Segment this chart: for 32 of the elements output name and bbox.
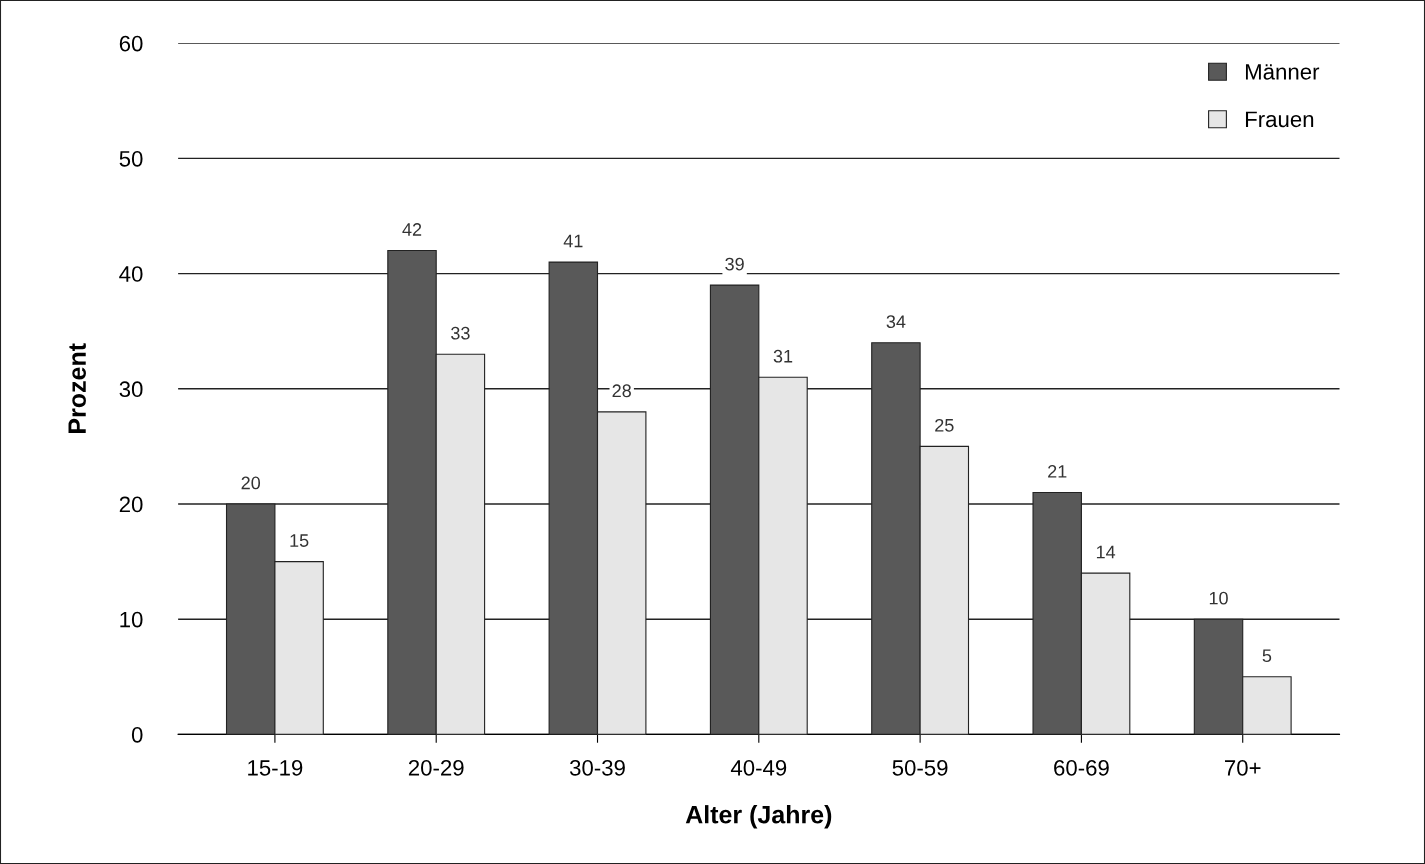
y-tick-label: 20 xyxy=(119,496,143,513)
y-tick-label: 10 xyxy=(120,611,143,628)
legend-label: Männer xyxy=(1245,64,1320,80)
x-tick-label: 20-29 xyxy=(408,759,464,776)
data-label: 14 xyxy=(1096,545,1116,559)
x-tick-label: 70+ xyxy=(1225,759,1261,776)
data-label: 33 xyxy=(451,326,470,340)
data-label: 39 xyxy=(725,257,744,271)
x-tick-label: 40-49 xyxy=(730,759,787,776)
data-label: 28 xyxy=(612,384,631,398)
y-tick-label: 30 xyxy=(119,381,143,398)
y-axis-title: Prozent xyxy=(68,343,86,433)
x-tick-label: 15-19 xyxy=(248,759,303,776)
data-label: 20 xyxy=(241,476,261,490)
x-axis-title: Alter (Jahre) xyxy=(685,805,832,829)
y-tick-label: 40 xyxy=(119,266,143,282)
data-label: 25 xyxy=(935,418,954,432)
data-label: 21 xyxy=(1048,465,1067,478)
data-label: 42 xyxy=(402,223,422,236)
data-label: 41 xyxy=(563,234,583,248)
data-label: 5 xyxy=(1262,649,1272,663)
legend-label: Frauen xyxy=(1245,111,1314,128)
data-label: 31 xyxy=(773,349,793,363)
y-tick-label: 50 xyxy=(119,150,143,167)
x-tick-label: 60-69 xyxy=(1054,759,1109,776)
x-tick-label: 50-59 xyxy=(892,759,948,776)
y-tick-label: 0 xyxy=(131,726,143,743)
data-label: 34 xyxy=(886,315,906,329)
x-tick-label: 30-39 xyxy=(569,759,625,776)
data-label: 10 xyxy=(1209,591,1228,605)
data-label: 15 xyxy=(290,534,309,547)
y-tick-label: 60 xyxy=(119,35,143,52)
